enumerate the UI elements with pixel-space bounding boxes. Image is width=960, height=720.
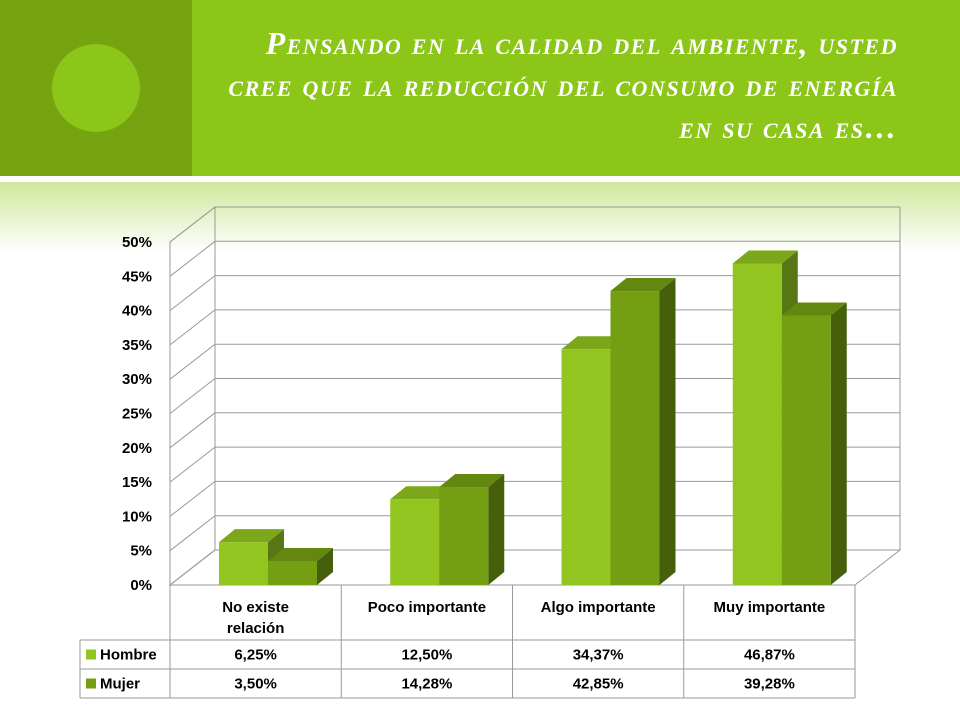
chart-bars <box>219 250 847 585</box>
bar-side <box>830 302 847 585</box>
y-axis: 0% 5% 10% 15% 20% 25% 30% 35% 40% 45% 50% <box>122 234 152 594</box>
data-value: 6,25% <box>234 647 277 664</box>
gridline <box>169 240 900 277</box>
y-tick-label: 50% <box>122 234 152 251</box>
bar-mujer-1 <box>268 560 317 585</box>
legend-label: Hombre <box>100 647 157 664</box>
bar-mujer-3 <box>610 291 660 585</box>
bar-top <box>610 278 676 292</box>
bar-hombre-4 <box>732 263 782 585</box>
data-value: 39,28% <box>744 676 795 693</box>
legend-key-hombre <box>86 649 96 660</box>
legend-label: Mujer <box>100 676 140 693</box>
y-tick-label: 25% <box>122 406 152 423</box>
data-value: 3,50% <box>234 676 277 693</box>
category-label: Poco importante <box>368 599 486 616</box>
bar-top <box>781 302 847 316</box>
bar-top <box>390 486 456 500</box>
gridline <box>169 275 900 311</box>
bar-mujer-2 <box>439 487 489 585</box>
data-value: 46,87% <box>744 647 795 664</box>
legend-key-mujer <box>86 678 96 689</box>
category-label: Muy importante <box>714 599 826 616</box>
y-tick-label: 20% <box>122 440 152 457</box>
bar-top <box>439 474 505 488</box>
data-table: No existe relación Poco importante Algo imp… <box>79 585 856 699</box>
category-label: No existe relación <box>222 599 289 637</box>
bar-top <box>561 336 627 350</box>
bar-top <box>268 547 333 561</box>
y-tick-label: 5% <box>130 543 152 560</box>
slide-title: Pensando en la calidad del ambiente, ust… <box>228 25 898 145</box>
data-value: 14,28% <box>401 676 452 693</box>
bar-hombre-3 <box>561 349 611 585</box>
header-fade <box>0 182 960 252</box>
bar-hombre-2 <box>390 499 440 585</box>
bar-side <box>659 278 676 585</box>
category-label: Algo importante <box>541 599 656 616</box>
y-tick-label: 15% <box>122 474 152 491</box>
data-value: 12,50% <box>401 647 452 664</box>
bar-side <box>317 547 333 585</box>
bar-side <box>488 474 505 585</box>
y-tick-label: 0% <box>130 577 152 594</box>
data-value: 42,85% <box>573 676 624 693</box>
bar-hombre-1 <box>219 542 268 585</box>
data-value: 34,37% <box>573 647 624 664</box>
banner-circle-decoration <box>52 44 140 132</box>
y-tick-label: 45% <box>122 268 152 285</box>
y-tick-label: 30% <box>122 371 152 388</box>
bar-top <box>219 529 284 543</box>
y-tick-label: 10% <box>122 508 152 525</box>
bar-mujer-4 <box>781 315 831 585</box>
gridline <box>169 206 900 243</box>
bar-top <box>732 250 798 264</box>
y-tick-label: 35% <box>122 337 152 354</box>
y-tick-label: 40% <box>122 303 152 320</box>
